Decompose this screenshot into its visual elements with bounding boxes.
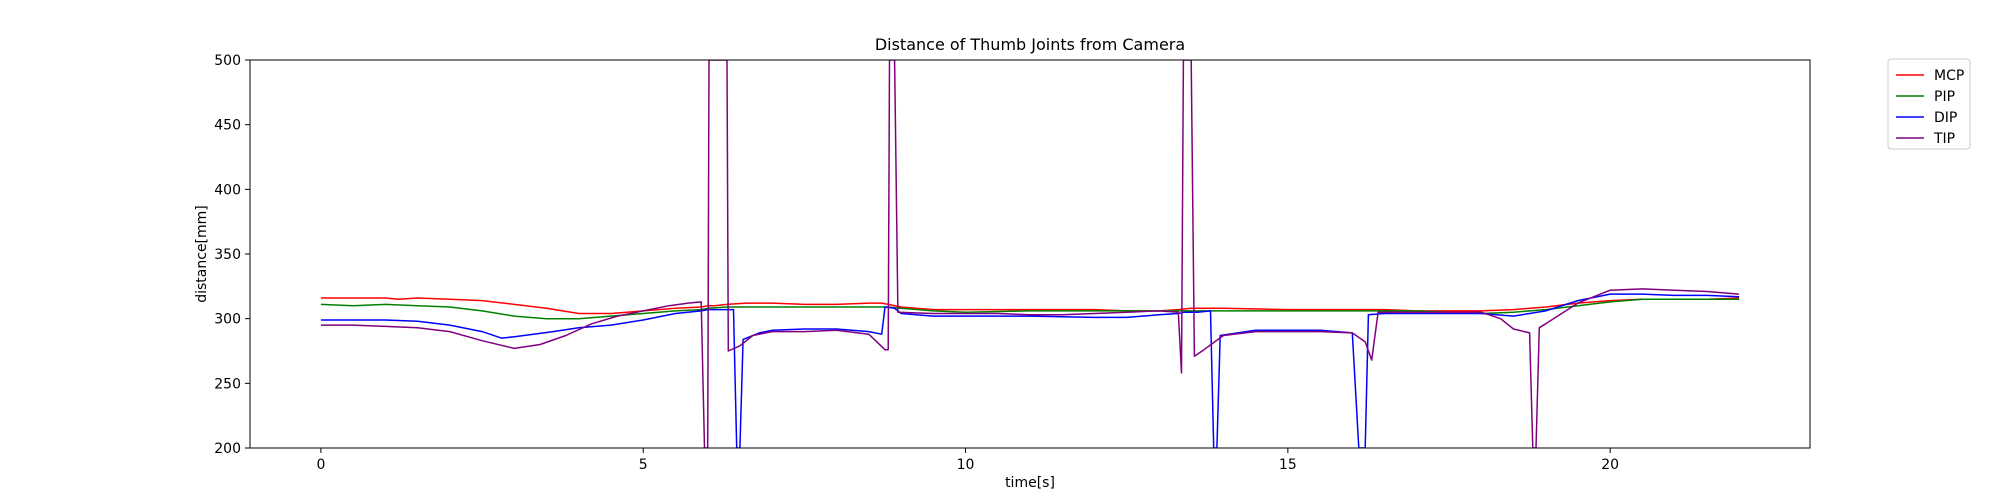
x-axis-label: time[s] [1005,475,1055,491]
chart-title: Distance of Thumb Joints from Camera [875,35,1185,54]
y-axis: 200 250 300 350 400 450 500 [214,53,250,457]
series-layer [320,60,1740,448]
x-tick-label: 20 [1601,457,1619,473]
y-axis-label: distance[mm] [194,205,210,303]
x-tick-label: 15 [1279,457,1297,473]
x-tick-label: 0 [316,457,325,473]
legend-label-pip: PIP [1934,89,1955,105]
y-tick-label: 400 [214,182,241,198]
x-axis: 0 5 10 15 20 [316,448,1619,473]
y-tick-label: 300 [214,312,241,328]
y-tick-label: 350 [214,247,241,263]
x-tick-label: 5 [639,457,648,473]
x-tick-label: 10 [957,457,975,473]
y-tick-label: 500 [214,53,241,69]
series-line-tip [320,60,1740,448]
series-line-mcp [320,297,1740,315]
y-tick-label: 200 [214,441,241,457]
legend-box [1887,58,1971,150]
plot-frame [249,59,1811,449]
y-tick-label: 250 [214,376,241,392]
legend-label-mcp: MCP [1934,68,1964,84]
legend-label-dip: DIP [1934,110,1957,126]
legend-label-tip: TIP [1933,131,1955,147]
plot-area [249,59,1811,449]
y-tick-label: 450 [214,118,241,134]
legend: MCP PIP DIP TIP [1887,58,1971,150]
